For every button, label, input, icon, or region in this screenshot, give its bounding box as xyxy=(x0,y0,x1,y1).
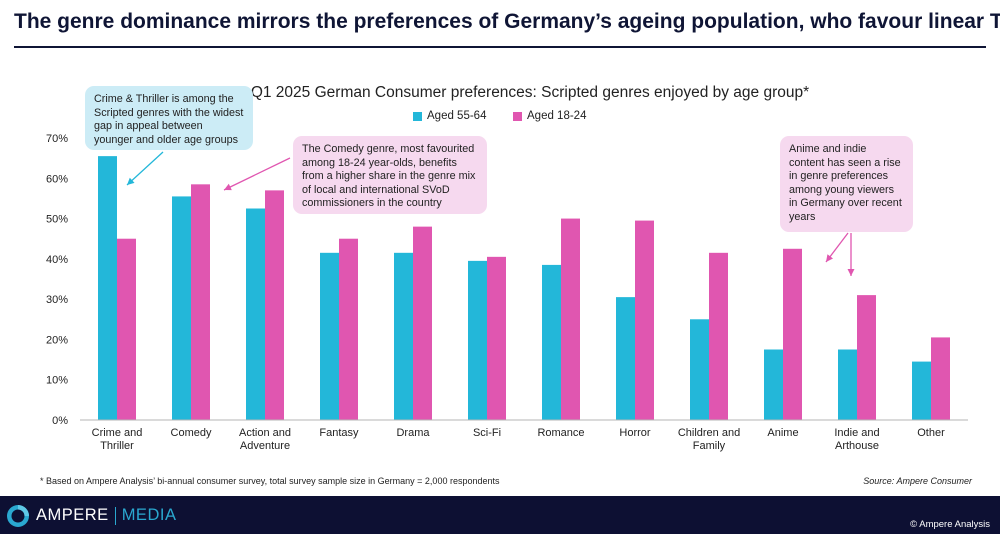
bar xyxy=(265,190,284,420)
callout-comedy: The Comedy genre, most favourited among … xyxy=(293,136,487,214)
callout-arrow-crime-head xyxy=(127,177,135,185)
y-tick-label: 60% xyxy=(46,173,68,185)
bar xyxy=(98,156,117,420)
callout-anime-indie: Anime and indie content has seen a rise … xyxy=(780,136,913,232)
bar xyxy=(616,297,635,420)
y-tick-label: 40% xyxy=(46,254,68,266)
headline-rule xyxy=(14,46,986,48)
x-tick-label-line: Romance xyxy=(537,427,584,439)
brand-main: AMPERE xyxy=(36,506,109,524)
brand-wordmark: AMPERE MEDIA xyxy=(36,506,176,525)
x-tick-label: Anime xyxy=(767,427,798,439)
legend-swatch-aged-55-64 xyxy=(413,111,422,121)
bar xyxy=(635,220,654,420)
x-tick-label: Romance xyxy=(537,427,584,439)
brand-sub: MEDIA xyxy=(121,506,177,524)
bar xyxy=(709,252,728,420)
x-tick-label-line: Anime xyxy=(767,427,798,439)
y-tick-label: 20% xyxy=(46,334,68,346)
legend-swatch-aged-18-24 xyxy=(513,111,522,121)
bar xyxy=(339,238,358,420)
x-tick-label-line: Arthouse xyxy=(835,440,879,452)
bar xyxy=(912,361,931,420)
bar xyxy=(191,184,210,420)
x-tick-label: Children and Family xyxy=(678,427,740,452)
bar xyxy=(561,218,580,420)
y-tick-label: 50% xyxy=(46,214,68,226)
y-tick-label: 10% xyxy=(46,375,68,387)
bar xyxy=(857,295,876,420)
x-tick-label-line: Drama xyxy=(396,427,430,439)
bar xyxy=(246,208,265,420)
legend-item-aged-55-64: Aged 55-64 xyxy=(413,110,486,122)
bar xyxy=(468,260,487,420)
ampere-logo-icon xyxy=(7,505,29,527)
footnote: * Based on Ampere Analysis’ bi-annual co… xyxy=(40,476,500,486)
x-tick-label: Fantasy xyxy=(319,427,359,439)
bar xyxy=(394,252,413,420)
bar xyxy=(413,226,432,420)
legend-label-aged-18-24: Aged 18-24 xyxy=(527,110,587,122)
x-tick-label-line: Crime and xyxy=(92,427,143,439)
bar xyxy=(690,319,709,420)
x-tick-label: Action and Adventure xyxy=(239,427,291,452)
x-tick-label-line: Family xyxy=(693,440,726,452)
x-tick-label: Indie and Arthouse xyxy=(834,427,879,452)
callout-crime-thriller: Crime & Thriller is among the Scripted g… xyxy=(85,86,253,150)
footer-bar: AMPERE MEDIA © Ampere Analysis xyxy=(0,496,1000,534)
page-headline: The genre dominance mirrors the preferen… xyxy=(14,10,1000,33)
x-tick-label: Comedy xyxy=(171,427,212,439)
callout-arrow-comedy xyxy=(223,157,291,191)
bar-chart: 0% 10% 20% 30% 40% 50% 60% 70% Crime and Thriller… xyxy=(46,133,968,452)
x-tick-label-line: Horror xyxy=(619,427,651,439)
bar xyxy=(542,264,561,420)
bar xyxy=(838,349,857,420)
chart-title: Q1 2025 German Consumer preferences: Scr… xyxy=(250,84,810,101)
x-tick-label-line: Thriller xyxy=(100,440,134,452)
bar xyxy=(931,337,950,420)
callout-arrow-anime-head xyxy=(826,254,834,262)
x-tick-label-line: Action and xyxy=(239,427,291,439)
bar xyxy=(117,238,136,420)
x-tick-label: Other xyxy=(917,427,945,439)
y-tick-label: 0% xyxy=(52,415,68,427)
y-tick-label: 70% xyxy=(46,133,68,145)
x-tick-label-line: Fantasy xyxy=(319,427,359,439)
bar xyxy=(783,248,802,420)
callout-arrow-comedy-head xyxy=(224,183,232,191)
bar xyxy=(487,256,506,420)
copyright: © Ampere Analysis xyxy=(910,519,990,530)
x-tick-label-line: Comedy xyxy=(171,427,212,439)
bar xyxy=(764,349,783,420)
bar xyxy=(320,252,339,420)
x-tick-label-line: Other xyxy=(917,427,945,439)
x-tick-label-line: Adventure xyxy=(240,440,290,452)
x-tick-label-line: Indie and xyxy=(834,427,879,439)
y-tick-label: 30% xyxy=(46,294,68,306)
x-tick-label: Crime and Thriller xyxy=(92,427,143,452)
source-note: Source: Ampere Consumer xyxy=(863,476,972,486)
x-tick-label-line: Children and xyxy=(678,427,740,439)
x-tick-label: Horror xyxy=(619,427,651,439)
brand-separator xyxy=(114,506,116,525)
x-tick-label: Drama xyxy=(396,427,430,439)
callout-arrow-indie-head xyxy=(847,269,855,276)
legend-item-aged-18-24: Aged 18-24 xyxy=(513,110,586,122)
x-tick-label-line: Sci-Fi xyxy=(473,427,501,439)
legend-label-aged-55-64: Aged 55-64 xyxy=(427,110,487,122)
bar xyxy=(172,196,191,420)
callout-arrow-crime xyxy=(126,151,164,186)
x-tick-label: Sci-Fi xyxy=(473,427,501,439)
